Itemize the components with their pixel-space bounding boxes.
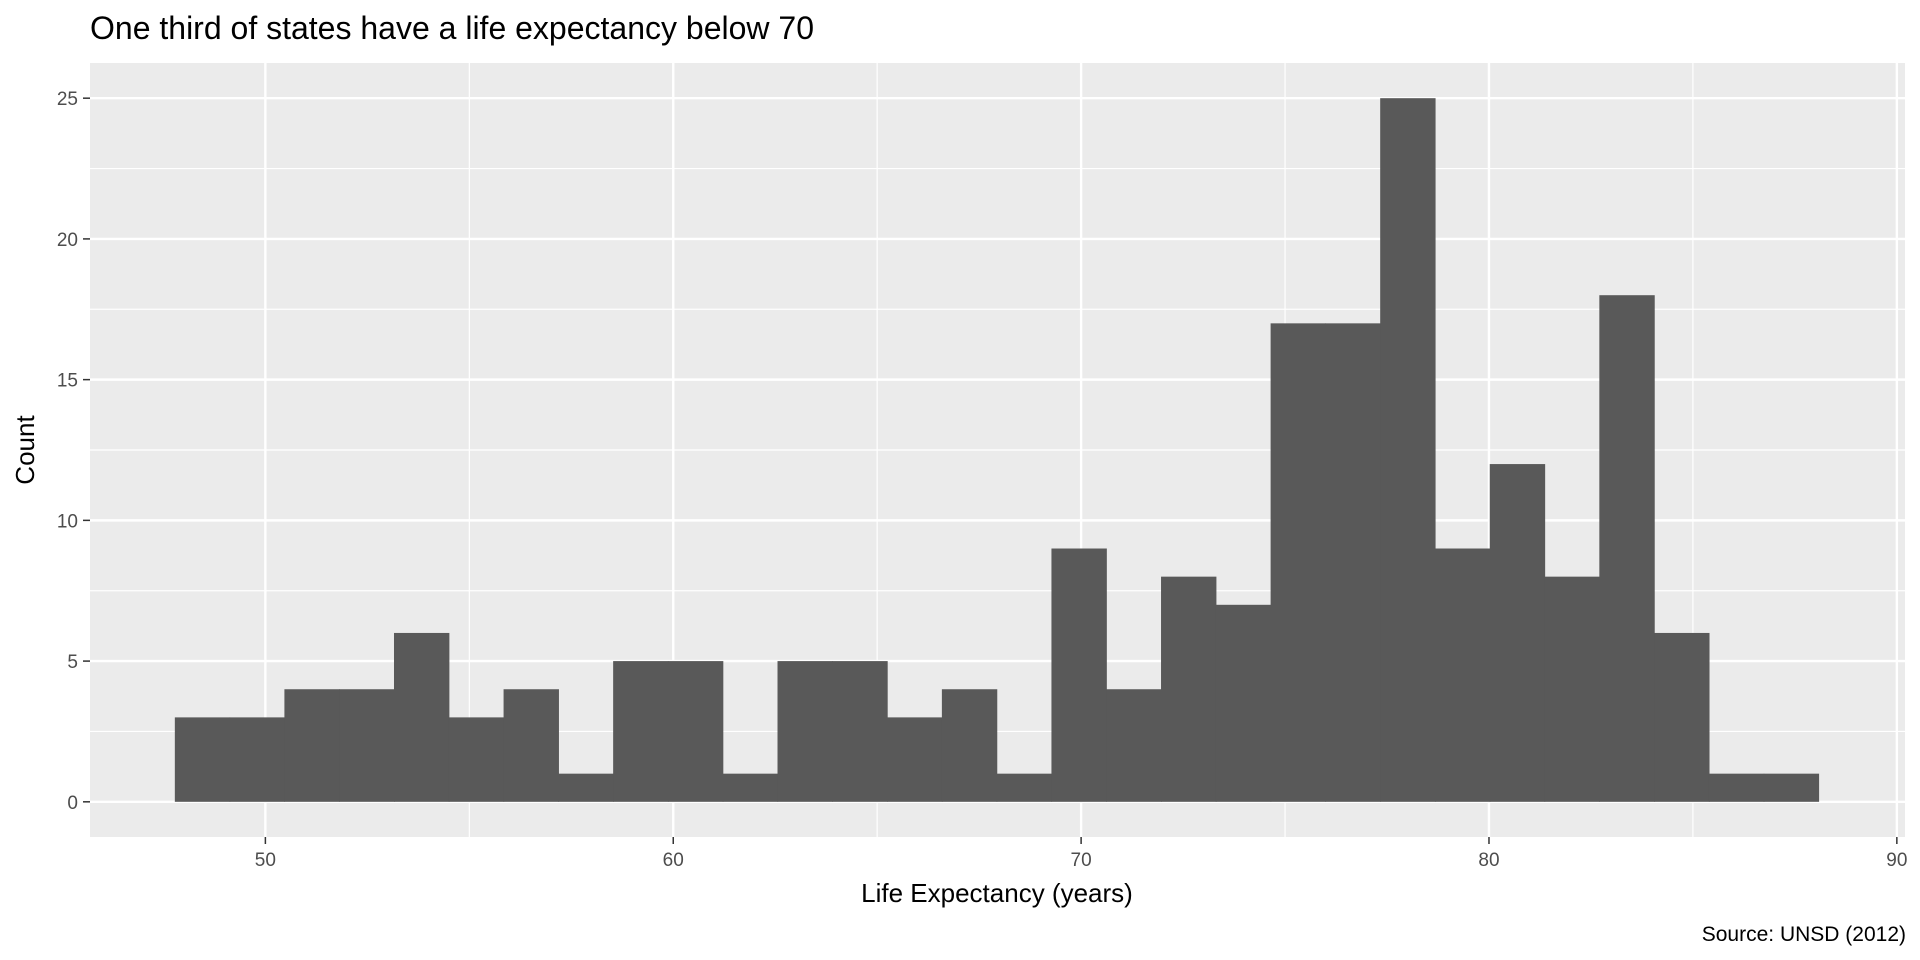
y-tick-label: 15: [57, 371, 78, 392]
histogram-bar: [1708, 773, 1765, 802]
histogram-bar: [1215, 604, 1272, 802]
histogram-bar: [777, 661, 833, 802]
histogram-bar: [339, 689, 395, 802]
histogram-bar: [1489, 464, 1546, 802]
y-tick-label: 25: [57, 89, 78, 110]
y-axis: 0 5 10 15 20 25: [57, 89, 90, 814]
histogram-bar: [996, 773, 1053, 802]
histogram-bar: [887, 717, 943, 802]
histogram-bar: [1434, 548, 1491, 802]
x-tick-label: 60: [663, 850, 684, 871]
histogram-bar: [558, 773, 614, 802]
x-axis-title: Life Expectancy (years): [861, 878, 1133, 908]
histogram-bar: [1161, 576, 1217, 802]
x-tick-label: 50: [255, 850, 276, 871]
y-tick-label: 10: [57, 511, 78, 532]
histogram-bar: [1270, 323, 1326, 802]
histogram-bar: [1544, 576, 1600, 802]
y-axis-title: Count: [10, 415, 40, 485]
x-tick-label: 70: [1071, 850, 1092, 871]
histogram-bar: [1763, 773, 1820, 802]
y-tick-label: 0: [67, 793, 78, 814]
histogram-bar: [613, 661, 669, 802]
histogram-bar: [941, 689, 998, 802]
y-tick-label: 5: [67, 652, 78, 673]
histogram-bar: [393, 632, 450, 802]
histogram-bar: [1325, 323, 1381, 802]
histogram-bar: [832, 661, 888, 802]
histogram-bar: [1106, 689, 1162, 802]
histogram-bar: [667, 661, 724, 802]
histogram-bar: [229, 717, 286, 802]
x-tick-label: 90: [1886, 850, 1907, 871]
histogram-bar: [722, 773, 779, 802]
x-axis: 50 60 70 80 90: [255, 837, 1907, 871]
x-tick-label: 80: [1478, 850, 1499, 871]
chart-title: One third of states have a life expectan…: [90, 10, 814, 46]
chart-caption: Source: UNSD (2012): [1702, 923, 1906, 946]
histogram-bar: [174, 717, 231, 802]
histogram-bar: [1051, 548, 1107, 802]
y-tick-label: 20: [57, 230, 78, 251]
histogram-bar: [1380, 98, 1436, 802]
histogram-bar: [503, 689, 559, 802]
histogram-bar: [284, 689, 340, 802]
histogram-bar: [448, 717, 505, 802]
histogram-bar: [1654, 632, 1710, 802]
histogram-bar: [1599, 295, 1655, 802]
histogram-bars: [174, 98, 1820, 802]
